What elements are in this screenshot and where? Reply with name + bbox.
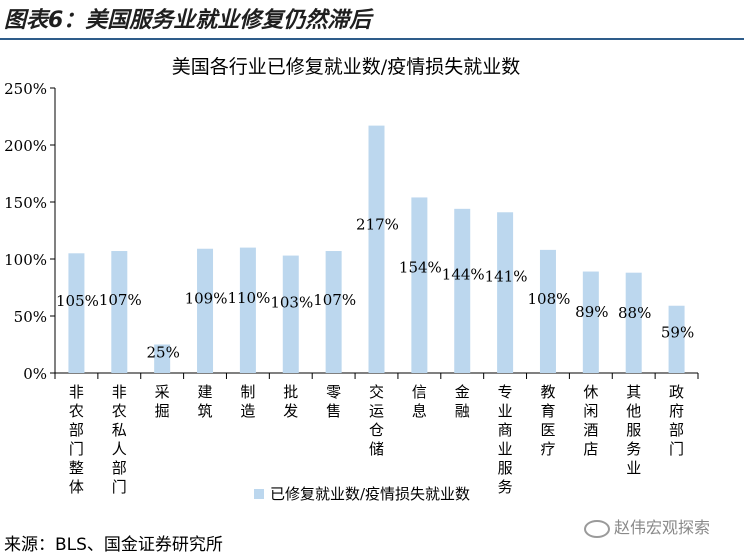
- bar: [497, 212, 514, 373]
- category-label: 交运仓储: [369, 383, 384, 458]
- bar: [411, 197, 428, 373]
- category-label: 非农部门整体: [69, 383, 84, 496]
- bar: [111, 251, 128, 373]
- bar: [154, 344, 171, 373]
- category-label: 建筑: [198, 383, 213, 420]
- y-tick-label: 100%: [4, 251, 47, 269]
- category-label: 政府部门: [669, 383, 684, 458]
- data-label: 141%: [485, 268, 528, 286]
- bar-chart: 美国各行业已修复就业数/疫情损失就业数 0% 50% 100% 150% 200% 250…: [4, 56, 699, 503]
- y-tick-label: 250%: [4, 80, 47, 98]
- title-rule: [0, 38, 744, 40]
- watermark: 赵伟宏观探索: [584, 514, 710, 538]
- y-tick-label: 150%: [4, 194, 47, 212]
- data-label: 25%: [146, 343, 179, 361]
- bar: [582, 271, 599, 373]
- bar: [239, 247, 256, 373]
- bar: [368, 125, 385, 374]
- category-label: 制造: [240, 383, 255, 420]
- category-label: 金融: [455, 383, 470, 420]
- data-label: 108%: [528, 290, 571, 308]
- data-label: 103%: [270, 294, 313, 312]
- wechat-icon: [584, 519, 610, 538]
- y-tick-label: 0%: [23, 365, 47, 383]
- watermark-text: 赵伟宏观探索: [614, 518, 711, 537]
- category-label: 专业商业服务: [498, 383, 513, 496]
- data-label: 88%: [618, 304, 651, 322]
- y-tick-label: 50%: [14, 308, 47, 326]
- data-label: 89%: [575, 303, 608, 321]
- chart-title: 美国各行业已修复就业数/疫情损失就业数: [172, 56, 520, 78]
- category-label: 信息: [412, 383, 427, 420]
- data-label: 107%: [313, 291, 356, 309]
- legend-swatch: [254, 489, 264, 499]
- category-label: 非农私人部门: [112, 383, 127, 496]
- data-label: 217%: [356, 216, 399, 234]
- source-note: 来源：BLS、国金证券研究所: [4, 535, 223, 555]
- category-label: 采掘: [155, 383, 170, 420]
- category-label: 教育医疗: [540, 383, 555, 458]
- category-label: 零售: [326, 383, 341, 420]
- category-label: 批发: [283, 383, 298, 420]
- bar: [539, 249, 556, 373]
- bar: [325, 251, 342, 373]
- bar: [668, 305, 685, 373]
- legend-label: 已修复就业数/疫情损失就业数: [270, 485, 470, 503]
- bar: [197, 248, 214, 373]
- data-label: 154%: [399, 259, 442, 277]
- figure-title: 图表6：美国服务业就业修复仍然滞后: [4, 8, 372, 33]
- bar: [68, 253, 85, 373]
- bar: [454, 208, 471, 373]
- data-label: 105%: [56, 292, 99, 310]
- data-label: 107%: [99, 291, 142, 309]
- data-label: 109%: [185, 289, 228, 307]
- data-label: 110%: [227, 289, 270, 307]
- bar: [282, 255, 299, 373]
- data-label: 59%: [661, 324, 694, 342]
- data-label: 144%: [442, 266, 485, 284]
- bar: [625, 272, 642, 373]
- category-label: 休闲酒店: [583, 383, 598, 458]
- category-label: 其他服务业: [626, 383, 641, 477]
- y-tick-label: 200%: [4, 137, 47, 155]
